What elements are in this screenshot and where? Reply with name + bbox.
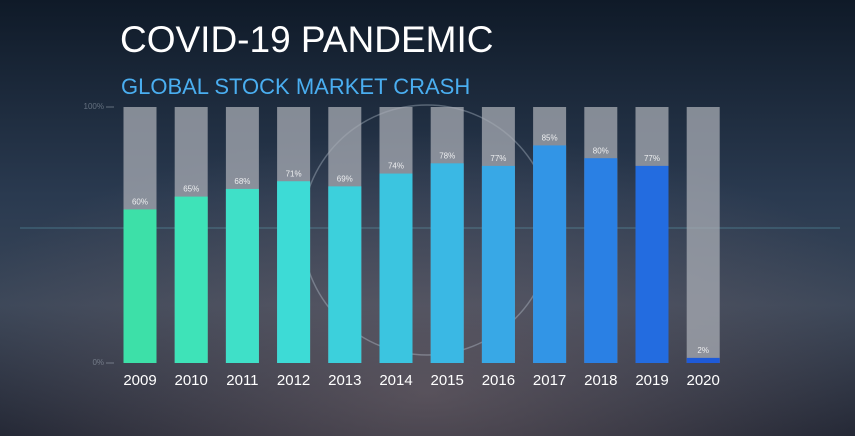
chart-subtitle: GLOBAL STOCK MARKET CRASH <box>121 74 470 99</box>
value-label: 65% <box>183 185 199 194</box>
value-label: 69% <box>337 174 353 183</box>
value-label: 85% <box>542 134 558 143</box>
value-label: 74% <box>388 162 404 171</box>
value-label: 78% <box>439 151 455 160</box>
bar <box>481 165 515 363</box>
value-label: 77% <box>490 154 506 163</box>
x-tick-label: 2009 <box>123 372 156 389</box>
bar <box>123 209 157 363</box>
chart-title: COVID-19 PANDEMIC <box>120 19 494 60</box>
bar-track <box>686 107 720 363</box>
bar <box>174 196 208 363</box>
value-label: 71% <box>286 169 302 178</box>
y-tick-label: 100% <box>84 102 104 111</box>
y-tick-label: 0% <box>92 358 104 367</box>
x-tick-label: 2012 <box>277 372 310 389</box>
value-label: 60% <box>132 198 148 207</box>
x-tick-label: 2019 <box>635 372 668 389</box>
x-tick-label: 2015 <box>431 372 464 389</box>
bar <box>686 357 720 363</box>
x-tick-label: 2014 <box>379 372 412 389</box>
x-tick-label: 2020 <box>687 372 720 389</box>
value-label: 77% <box>644 154 660 163</box>
bar <box>635 165 669 363</box>
x-tick-label: 2010 <box>175 372 208 389</box>
bar <box>225 188 259 363</box>
value-label: 80% <box>593 146 609 155</box>
bar <box>328 186 362 363</box>
bar <box>533 145 567 363</box>
x-tick-label: 2017 <box>533 372 566 389</box>
x-tick-label: 2011 <box>226 372 258 389</box>
value-label: 2% <box>697 346 709 355</box>
x-tick-label: 2018 <box>584 372 617 389</box>
value-label: 68% <box>234 177 250 186</box>
x-tick-label: 2016 <box>482 372 515 389</box>
bar <box>430 163 464 363</box>
x-tick-label: 2013 <box>328 372 361 389</box>
bar <box>379 173 413 363</box>
bar <box>277 181 311 363</box>
bar <box>584 158 618 363</box>
